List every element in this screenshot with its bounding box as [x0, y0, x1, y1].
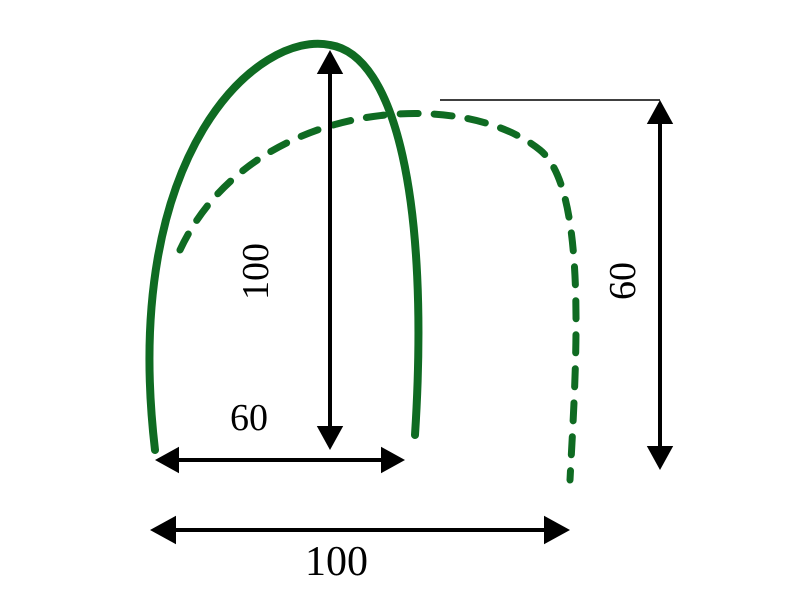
- dim-vertical-right: 60: [602, 100, 673, 470]
- dim-horiz-upper-label: 60: [230, 397, 268, 439]
- dim-horiz-lower-label: 100: [305, 539, 368, 585]
- dim-vertical-inner: 100: [235, 50, 343, 450]
- arch-solid: [149, 44, 418, 450]
- dim-horiz-lower: 100: [150, 516, 570, 585]
- dim-vertical-right-label: 60: [602, 262, 644, 300]
- dim-horiz-upper: 60: [155, 397, 405, 473]
- dim-vertical-inner-label: 100: [235, 243, 277, 300]
- dimension-diagram: 100 60 60 100: [0, 0, 800, 600]
